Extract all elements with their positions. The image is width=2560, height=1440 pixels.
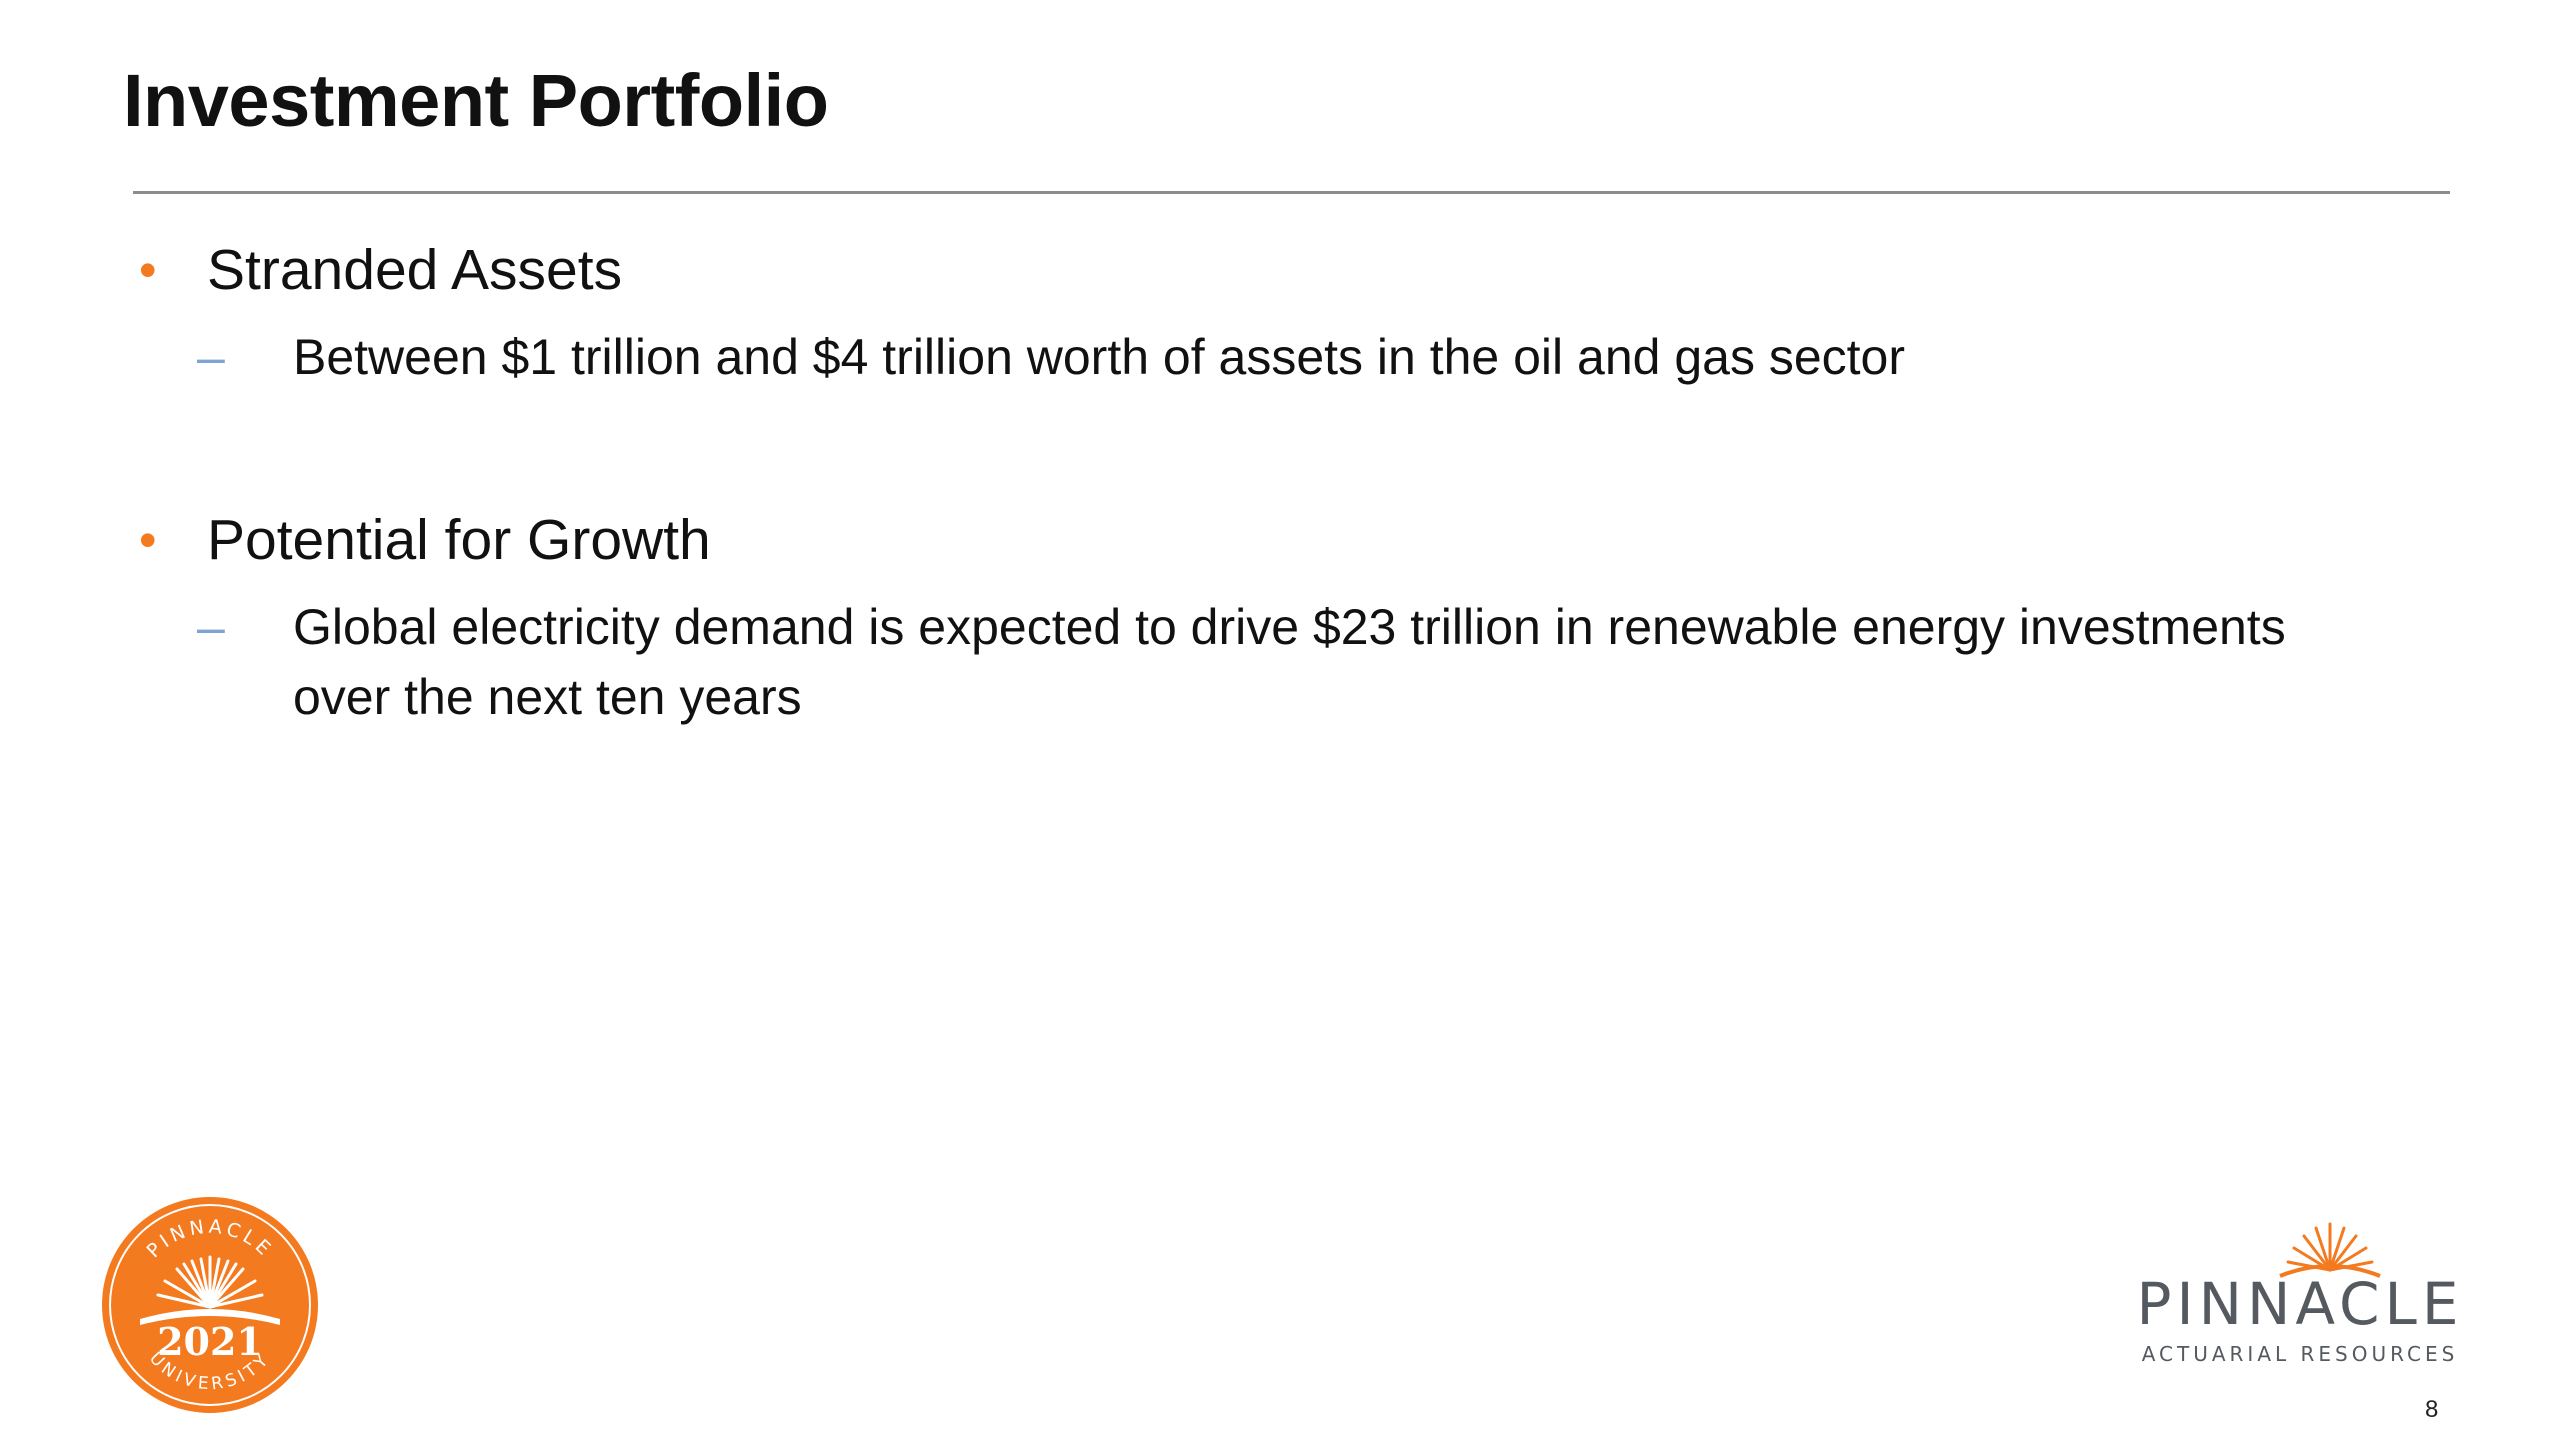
- bullet-stranded-assets: • Stranded Assets – Between $1 trillion …: [135, 235, 2385, 392]
- brand-name: PINNACLE: [2136, 1270, 2464, 1338]
- seal-icon: 2021 PINNACLE UNIVERSITY: [102, 1197, 318, 1413]
- bullet-dot-icon: •: [139, 512, 157, 568]
- title-divider: [133, 191, 2450, 194]
- bullet-dot-icon: •: [139, 242, 157, 298]
- svg-text:2021: 2021: [157, 1319, 263, 1364]
- dash-icon: –: [197, 599, 225, 655]
- brand-tagline: ACTUARIAL RESOURCES: [2141, 1342, 2459, 1366]
- pinnacle-university-seal-logo: 2021 PINNACLE UNIVERSITY: [100, 1195, 320, 1415]
- bullet-label: Stranded Assets: [207, 238, 623, 302]
- sub-bullet: – Between $1 trillion and $4 trillion wo…: [197, 322, 2343, 392]
- sub-bullet: – Global electricity demand is expected …: [197, 592, 2343, 732]
- bullet-label: Potential for Growth: [207, 508, 711, 572]
- bullet-text: • Potential for Growth: [135, 505, 2385, 575]
- dash-icon: –: [197, 329, 225, 385]
- slide-title: Investment Portfolio: [123, 59, 829, 142]
- page-number: 8: [2425, 1396, 2439, 1423]
- sub-bullet-label: Global electricity demand is expected to…: [293, 599, 2286, 725]
- sub-bullet-label: Between $1 trillion and $4 trillion wort…: [293, 329, 1906, 385]
- sunburst-icon: [2279, 1222, 2381, 1278]
- bullet-potential-growth: • Potential for Growth – Global electric…: [135, 505, 2385, 732]
- bullet-text: • Stranded Assets: [135, 235, 2385, 305]
- pinnacle-actuarial-resources-logo: PINNACLE ACTUARIAL RESOURCES: [2130, 1218, 2470, 1368]
